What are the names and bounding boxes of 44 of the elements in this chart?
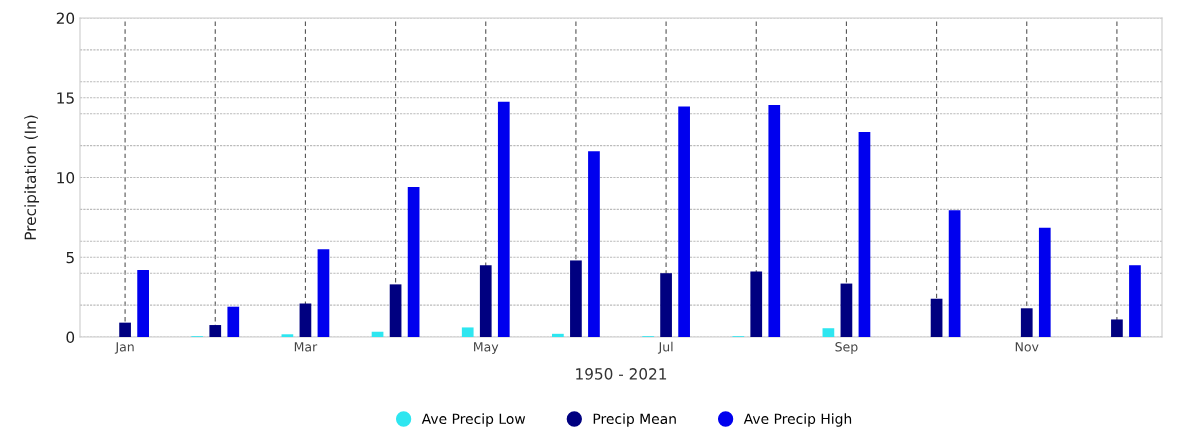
bar [570,260,582,337]
legend-label: Precip Mean [593,413,676,427]
bar [479,265,492,337]
bar [227,306,240,337]
x-tick-label: May [474,342,499,354]
x-tick-label: Jan [114,342,134,354]
bar [822,328,835,337]
bar [407,187,420,337]
bar [299,303,312,337]
y-tick-label: 0 [66,331,75,344]
bar [1020,308,1033,337]
bar [930,298,943,337]
x-tick-label: Sep [835,342,858,354]
x-tick-label: Jul [657,341,673,354]
bar [137,270,149,337]
x-tick-label: Mar [294,342,318,352]
y-axis-title: Precipitation (In) [24,115,40,240]
bar [588,151,600,337]
bar [552,333,564,337]
bar [317,249,330,337]
bar [461,327,474,337]
bar [840,283,853,337]
legend-label: Ave Precip Low [421,413,526,427]
bar [768,104,781,337]
bar [750,271,763,337]
bar [209,325,222,337]
bar [858,132,871,337]
bar [660,273,672,337]
y-tick-label: 10 [57,171,75,184]
legend-label: Ave Precip High [743,413,852,427]
bar [497,101,510,337]
x-tick-label: Nov [1015,342,1039,352]
bar [1129,265,1141,337]
y-tick-label: 20 [56,12,75,25]
y-tick-label: 5 [66,251,74,264]
bar [948,210,961,337]
y-tick-label: 15 [57,92,74,104]
x-axis-title: 1950 - 2021 [576,368,667,380]
bar [678,106,690,337]
bar [1111,319,1123,337]
bar [389,284,402,337]
bar [1038,227,1051,337]
bar [281,334,294,337]
bar [119,322,131,337]
